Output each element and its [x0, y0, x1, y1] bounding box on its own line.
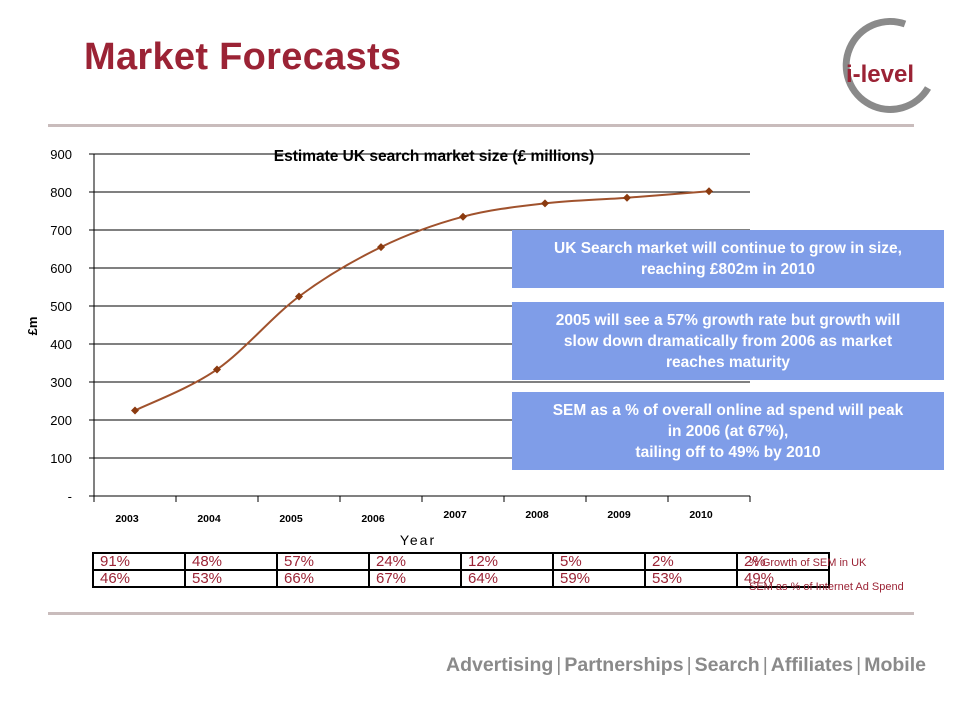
table-cell: 57%: [276, 552, 370, 571]
series-line: [134, 190, 710, 412]
footer-item-affiliates: Affiliates: [770, 654, 854, 676]
table-cell: 2%: [736, 552, 830, 571]
callout-market-growth: UK Search market will continue to grow i…: [512, 230, 944, 288]
footer-item-partnerships: Partnerships: [564, 654, 684, 676]
footer-item-advertising: Advertising: [446, 654, 554, 676]
footer-separator: |: [856, 654, 862, 676]
data-point: [377, 243, 385, 252]
callout-line: 2005 will see a 57% growth rate but grow…: [555, 311, 901, 329]
bottom-divider: [48, 612, 914, 615]
x-tick-label: 2008: [525, 509, 549, 521]
table-cell: 91%: [92, 552, 186, 571]
logo-ring: [842, 17, 932, 113]
table-cell: 53%: [644, 569, 738, 588]
callout-line: tailing off to 49% by 2010: [635, 443, 821, 461]
table-cell: 2%: [644, 552, 738, 571]
footer-separator: |: [762, 654, 768, 676]
y-tick-label: 300: [50, 375, 72, 390]
footer-item-search: Search: [694, 654, 760, 676]
data-point: [459, 212, 467, 221]
table-cell: 46%: [92, 569, 186, 588]
callout-line: reaches maturity: [665, 353, 791, 371]
i-level-logo-icon: i-level: [842, 17, 932, 113]
y-tick-label: 800: [50, 185, 72, 200]
table-row-growth: 91% 48% 57% 24% 12% 5% 2% 2%: [92, 552, 830, 571]
y-axis-label: £m: [25, 317, 40, 336]
top-divider: [48, 124, 914, 127]
data-point: [213, 365, 221, 374]
callout-sem-share: SEM as a % of overall online ad spend wi…: [512, 392, 944, 470]
y-tick-label: 100: [50, 451, 72, 466]
callout-line: reaching £802m in 2010: [640, 261, 816, 278]
x-tick-label: 2006: [361, 513, 385, 525]
callout-line: SEM as a % of overall online ad spend wi…: [552, 401, 904, 419]
row-label-growth: % Growth of SEM in UK: [749, 557, 867, 569]
data-point: [623, 193, 631, 202]
table-cell: 66%: [276, 569, 370, 588]
callout-line: in 2006 (at 67%),: [667, 422, 789, 440]
x-tick-label: 2009: [607, 509, 631, 521]
x-tick-label: 2007: [443, 509, 467, 521]
table-cell: 64%: [460, 569, 554, 588]
y-tick-label: -: [68, 489, 72, 504]
x-tick-label: 2010: [689, 509, 713, 521]
logo-text: i-level: [846, 61, 914, 88]
stats-table: 91% 48% 57% 24% 12% 5% 2% 2% 46% 53% 66%…: [92, 552, 830, 588]
data-point: [705, 187, 713, 196]
table-cell: 49%: [736, 569, 830, 588]
footer-separator: |: [686, 654, 692, 676]
chart-title: Estimate UK search market size (£ millio…: [274, 148, 594, 165]
y-tick-label: 700: [50, 223, 72, 238]
table-row-share: 46% 53% 66% 67% 64% 59% 53% 49%: [92, 569, 830, 588]
table-cell: 59%: [552, 569, 646, 588]
table-cell: 48%: [184, 552, 278, 571]
data-point: [131, 406, 139, 415]
table-cell: 5%: [552, 552, 646, 571]
callout-growth-rate: 2005 will see a 57% growth rate but grow…: [512, 302, 944, 380]
footer-nav: Advertising | Partnerships | Search | Affiliat…: [446, 654, 926, 677]
x-tick-label: 2003: [115, 513, 139, 525]
footer-item-mobile: Mobile: [864, 654, 926, 676]
footer-separator: |: [556, 654, 562, 676]
table-cell: 12%: [460, 552, 554, 571]
y-tick-label: 200: [50, 413, 72, 428]
y-tick-label: 900: [50, 147, 72, 162]
y-tick-label: 400: [50, 337, 72, 352]
table-cell: 24%: [368, 552, 462, 571]
data-point: [541, 199, 549, 208]
y-tick-label: 600: [50, 261, 72, 276]
callout-line: slow down dramatically from 2006 as mark…: [563, 332, 893, 350]
x-tick-label: 2004: [197, 513, 221, 525]
x-axis-label: Year: [400, 532, 436, 548]
table-cell: 67%: [368, 569, 462, 588]
y-tick-label: 500: [50, 299, 72, 314]
data-point: [295, 292, 303, 301]
row-label-share: SEM as % of Internet Ad Spend: [749, 581, 904, 593]
table-cell: 53%: [184, 569, 278, 588]
x-tick-label: 2005: [279, 513, 303, 525]
callout-line: UK Search market will continue to grow i…: [554, 240, 902, 257]
page-title: Market Forecasts: [84, 36, 402, 78]
